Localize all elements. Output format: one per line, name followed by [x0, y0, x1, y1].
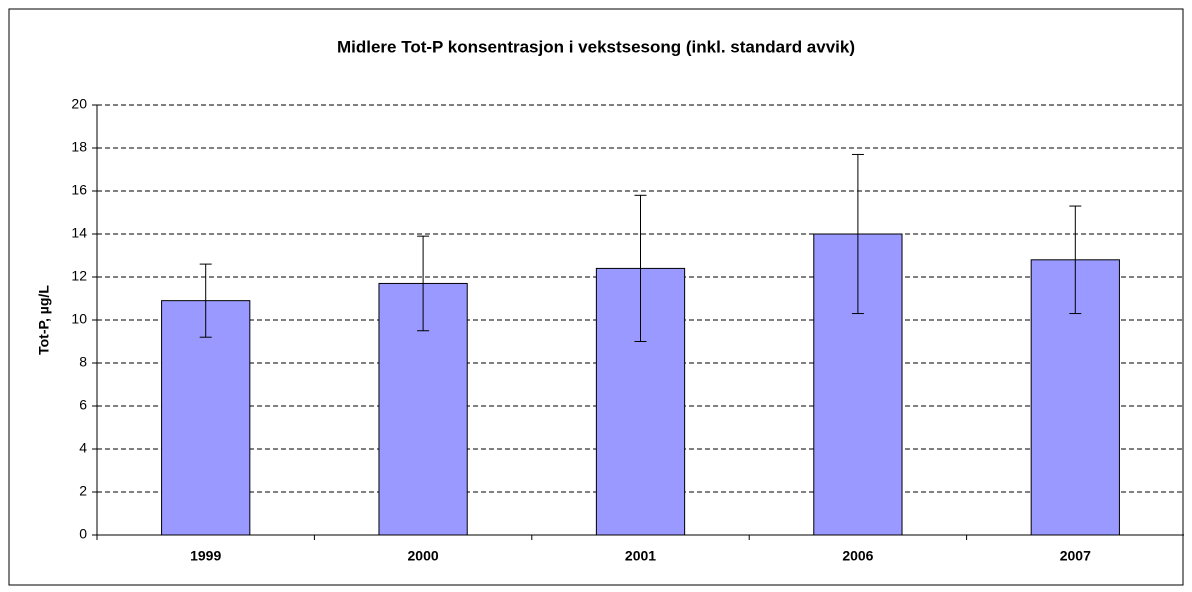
y-tick-label: 12 [71, 268, 87, 284]
y-tick-label: 18 [71, 139, 87, 155]
x-tick-label: 1999 [190, 548, 221, 564]
bar [161, 300, 251, 536]
y-axis-label: Tot-P, µg/L [36, 285, 52, 355]
y-tick-label: 20 [71, 96, 87, 112]
y-tick-label: 0 [79, 526, 87, 542]
x-tick-label: 2007 [1060, 548, 1091, 564]
y-tick-label: 10 [71, 311, 87, 327]
y-tick-label: 6 [79, 397, 87, 413]
y-tick-label: 14 [71, 225, 87, 241]
x-tick-label: 2006 [842, 548, 873, 564]
y-tick-label: 8 [79, 354, 87, 370]
y-tick-label: 4 [79, 440, 87, 456]
y-tick-label: 16 [71, 182, 87, 198]
x-tick-label: 2001 [625, 548, 656, 564]
chart-title: Midlere Tot-P konsentrasjon i vekstseson… [337, 37, 855, 56]
y-tick-label: 2 [79, 483, 87, 499]
x-tick-label: 2000 [408, 548, 439, 564]
